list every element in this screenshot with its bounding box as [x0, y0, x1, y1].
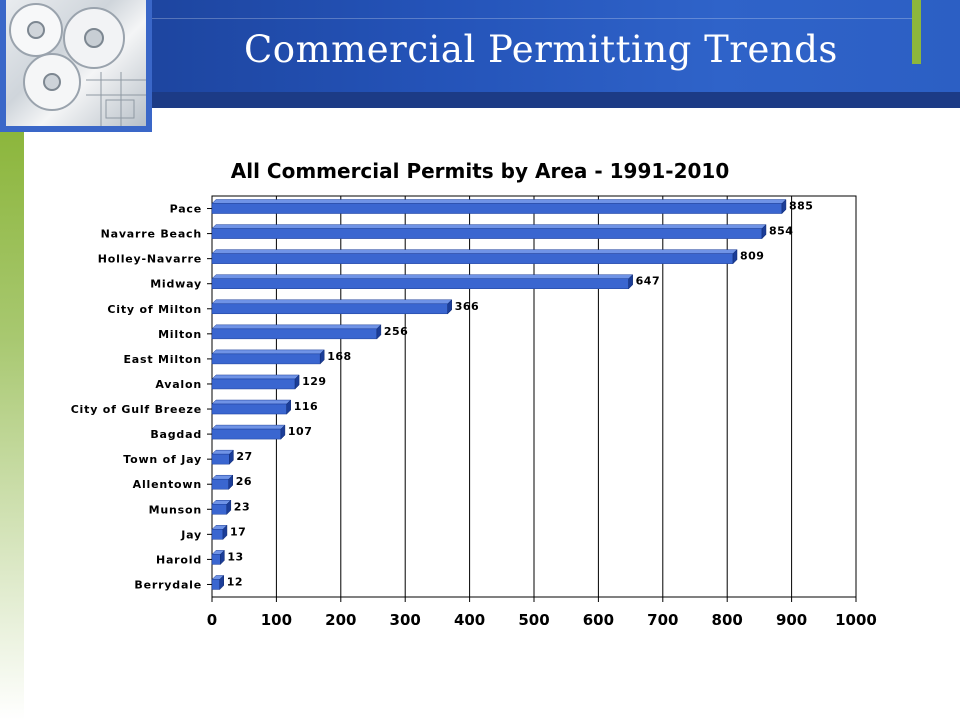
plot-area: 0 100 200 300 400 500 600 700 800 900 1000 Pace 885 N…	[71, 195, 877, 629]
bar	[211, 478, 229, 490]
x-tick-label: 700	[647, 611, 678, 629]
data-label: 17	[230, 525, 246, 538]
x-tick-label: 200	[325, 611, 356, 629]
data-label: 116	[294, 400, 318, 413]
left-accent-strip	[0, 132, 24, 720]
category-label: City of Milton	[107, 303, 202, 316]
category-label: Allentown	[133, 478, 202, 491]
bar-top	[211, 249, 738, 254]
bar	[211, 403, 287, 415]
data-label: 27	[236, 450, 252, 463]
blueprint-rolls-graphic	[9, 3, 146, 126]
bar-end	[219, 574, 224, 591]
category-label: Bagdad	[150, 428, 202, 441]
bar-top	[211, 349, 325, 355]
accent-bar	[912, 0, 921, 64]
bar	[211, 529, 224, 540]
category-label: Holley-Navarre	[98, 253, 202, 266]
data-label: 26	[236, 475, 252, 488]
x-tick-label: 0	[207, 611, 217, 629]
bar	[211, 378, 296, 390]
bar-end	[376, 324, 382, 340]
bar-end	[732, 249, 738, 265]
bar	[211, 253, 734, 264]
category-label: Harold	[156, 553, 202, 566]
x-tick-label: 400	[454, 611, 485, 629]
data-label: 129	[302, 375, 326, 388]
bar	[211, 303, 448, 315]
x-tick-label: 800	[712, 611, 743, 629]
bar-end	[761, 223, 767, 240]
bar	[211, 328, 378, 340]
blueprint-rolls-image	[6, 0, 146, 126]
header-rule	[152, 18, 912, 19]
category-label: Jay	[180, 528, 202, 541]
chart-title: All Commercial Permits by Area - 1991-20…	[231, 159, 730, 183]
bar-end	[319, 349, 325, 365]
bar-top	[211, 224, 767, 229]
bar	[211, 554, 221, 565]
data-label: 12	[227, 575, 243, 588]
data-label: 809	[740, 250, 764, 263]
bar-end	[280, 424, 286, 440]
header-photo	[0, 0, 152, 132]
category-label: Berrydale	[134, 578, 202, 591]
x-tick-label: 100	[261, 611, 292, 629]
data-label: 23	[234, 500, 250, 513]
x-tick-label: 500	[518, 611, 549, 629]
data-label: 366	[455, 300, 479, 313]
bar-top	[211, 424, 286, 430]
data-label: 13	[227, 550, 243, 563]
bar-top	[211, 324, 382, 330]
bar	[211, 228, 763, 239]
data-label: 647	[636, 275, 660, 288]
bar-end	[220, 549, 225, 566]
bar-end	[228, 474, 233, 490]
slide-title: Commercial Permitting Trends	[244, 28, 838, 71]
bar-end	[628, 274, 633, 290]
bar	[211, 453, 230, 465]
bar-end	[294, 374, 300, 390]
bar	[211, 353, 321, 365]
data-label: 107	[288, 425, 312, 438]
bar	[211, 278, 629, 289]
bar-top	[211, 299, 453, 305]
bar-end	[781, 198, 787, 215]
category-label: City of Gulf Breeze	[71, 403, 202, 416]
bar	[211, 203, 783, 214]
bar-top	[211, 199, 787, 204]
x-tick-label: 1000	[835, 611, 877, 629]
data-label: 885	[789, 200, 813, 213]
bar-top	[211, 374, 300, 380]
category-label: East Milton	[123, 353, 202, 366]
bar-top	[211, 274, 634, 279]
bar	[211, 428, 282, 440]
data-label: 854	[769, 225, 793, 238]
bar	[211, 504, 228, 515]
category-label: Milton	[158, 328, 202, 341]
x-tick-label: 600	[583, 611, 614, 629]
bar-end	[222, 524, 228, 540]
category-label: Pace	[170, 203, 202, 216]
data-label: 256	[384, 325, 408, 338]
bar-top	[211, 399, 292, 405]
category-label: Town of Jay	[123, 453, 202, 466]
bar-end	[229, 449, 234, 465]
header-stripe	[152, 92, 960, 108]
bar-end	[447, 299, 452, 315]
category-label: Avalon	[155, 378, 202, 391]
x-tick-label: 900	[776, 611, 807, 629]
bar-end	[286, 399, 291, 415]
x-tick-label: 300	[390, 611, 421, 629]
category-label: Munson	[149, 503, 202, 516]
bar-end	[226, 499, 232, 515]
header-banner	[0, 0, 960, 108]
category-label: Midway	[150, 278, 202, 291]
data-label: 168	[327, 350, 351, 363]
category-label: Navarre Beach	[101, 228, 202, 241]
bar	[211, 579, 220, 590]
